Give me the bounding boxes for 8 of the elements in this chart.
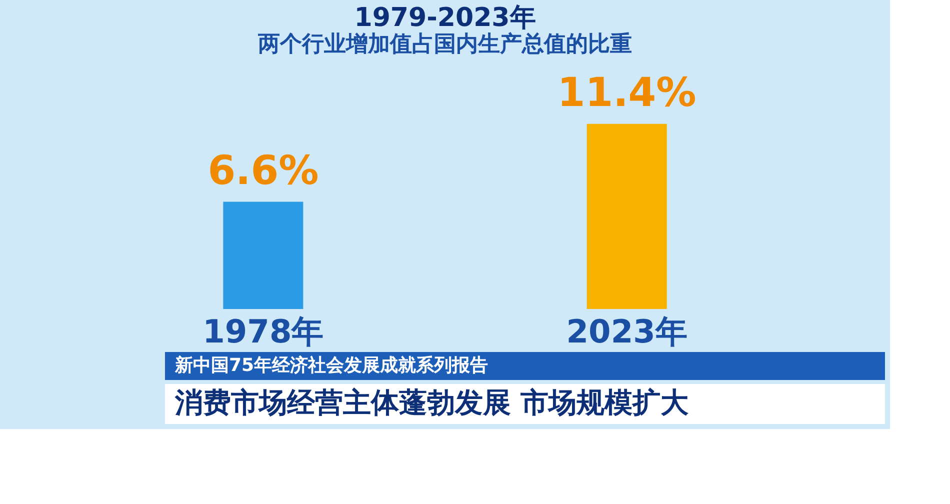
text: 新中国75年经济社会发展成就系列报告: [174, 355, 488, 376]
data-label: 11.4%: [557, 70, 696, 116]
text: 消费市场经营主体蓬勃发展 市场规模扩大: [174, 386, 690, 419]
x-tick-label: 1978年: [202, 312, 324, 350]
x-tick-label: 2023年: [566, 312, 688, 350]
chart-title: 1979-2023年: [354, 3, 536, 33]
chart-subtitle: 两个行业增加值占国内生产总值的比重: [257, 31, 632, 57]
data-label: 6.6%: [208, 148, 319, 194]
